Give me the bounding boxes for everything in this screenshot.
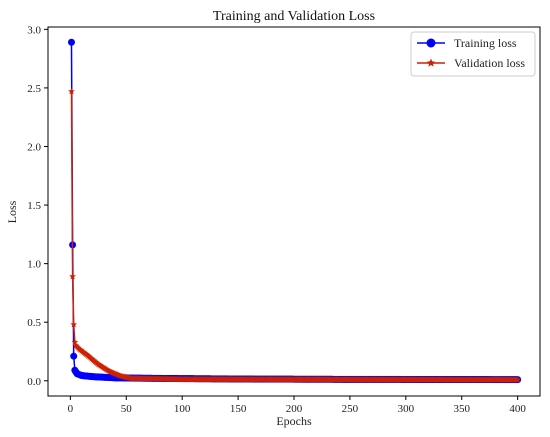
legend-validation-label: Validation loss [454, 56, 525, 70]
y-tick-label: 3.0 [27, 24, 41, 36]
x-tick-label: 150 [230, 403, 247, 415]
x-tick-label: 100 [174, 403, 191, 415]
x-tick-label: 50 [121, 403, 133, 415]
validation-point [69, 273, 76, 280]
training-point [70, 352, 78, 360]
legend-training-label: Training loss [454, 36, 517, 50]
y-tick-label: 1.0 [27, 259, 41, 271]
training-point [67, 38, 75, 46]
series-line [70, 42, 518, 381]
chart-title: Training and Validation Loss [213, 9, 375, 24]
y-tick-label: 2.5 [27, 83, 41, 95]
legend-validation-marker [426, 58, 436, 67]
y-axis-label: Loss [5, 200, 19, 223]
y-tick-label: 1.5 [27, 200, 41, 212]
y-tick-label: 2.0 [27, 141, 41, 153]
x-axis-label: Epochs [276, 414, 312, 428]
plot-area-frame [47, 26, 541, 397]
y-tick-label: 0.5 [27, 317, 41, 329]
x-tick-label: 200 [286, 403, 303, 415]
legend-training-marker [426, 38, 436, 48]
validation-point [71, 338, 79, 345]
y-tick-label: 0.0 [27, 376, 41, 388]
validation-loss-series [68, 87, 521, 383]
validation-point [68, 87, 75, 95]
training-loss-series [67, 38, 522, 384]
legend: Training loss Validation loss [410, 31, 536, 77]
x-tick-label: 350 [453, 403, 470, 415]
x-tick-label: 300 [398, 403, 415, 415]
series-line [70, 91, 518, 381]
x-tick-label: 250 [342, 403, 359, 415]
x-tick-label: 400 [509, 403, 526, 415]
x-tick-label: 0 [68, 403, 74, 415]
validation-point [70, 321, 78, 328]
validation-point [514, 376, 521, 383]
